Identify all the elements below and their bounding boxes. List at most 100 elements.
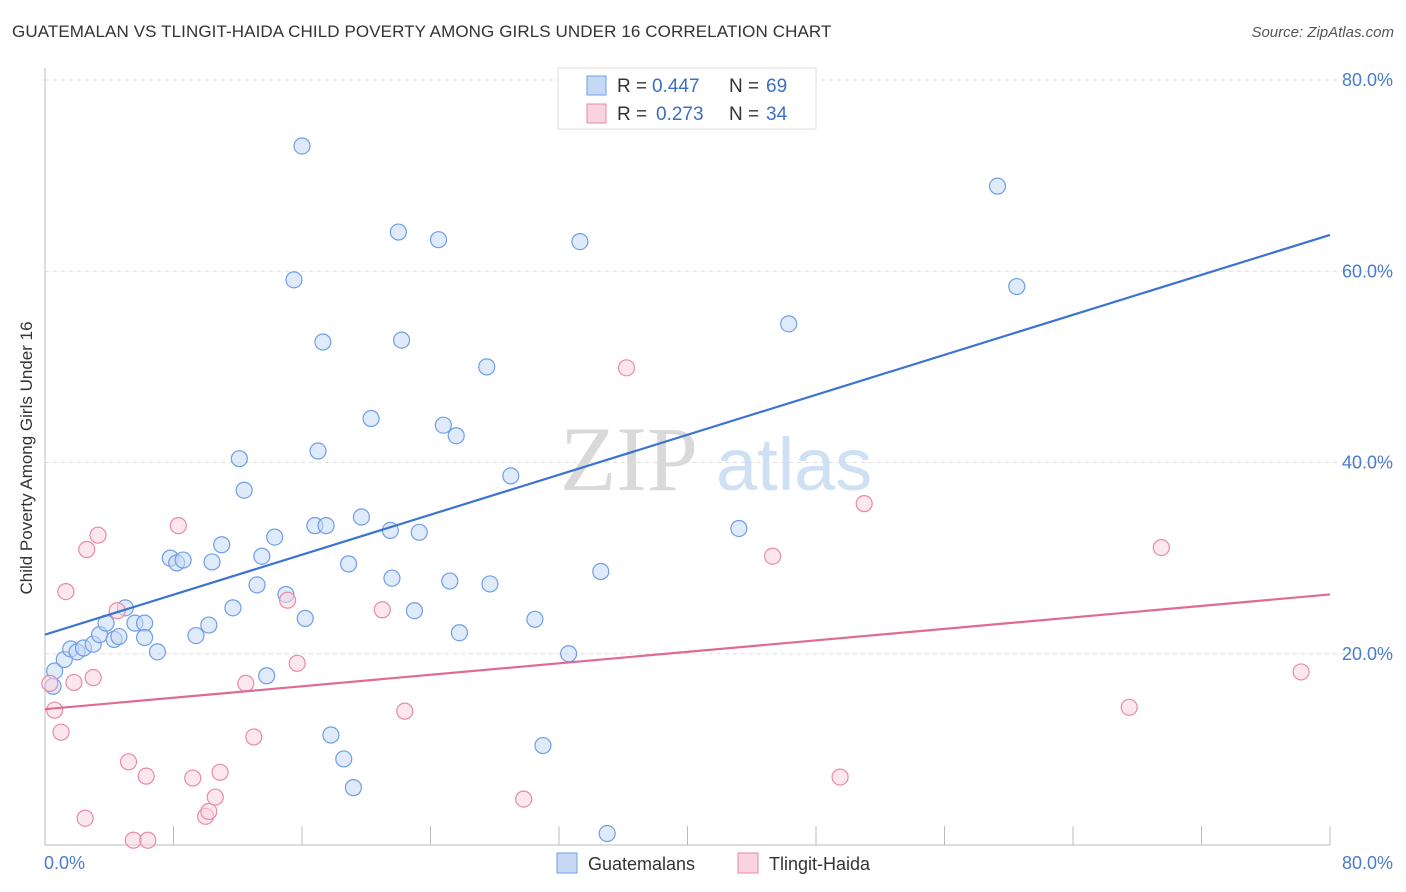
guatemalan-point — [200, 616, 218, 634]
y-tick-label: 80.0% — [1342, 70, 1393, 90]
guatemalan-point — [389, 223, 407, 241]
tlingit-haida-point — [137, 767, 155, 785]
y-tick-label: 40.0% — [1342, 453, 1393, 473]
y-tick-label: 60.0% — [1342, 261, 1393, 281]
tlingit-haida-point — [1292, 663, 1310, 681]
guatemalan-point — [135, 628, 154, 647]
tlingit-haida-point — [211, 763, 229, 781]
tlingit-haida-point — [52, 723, 70, 741]
guatemalan-point — [266, 528, 284, 546]
legend-top: R = 0.447 N = 69 R = 0.273 N = 34 — [557, 67, 817, 130]
guatemalan-point — [392, 331, 411, 349]
guatemalan-point — [429, 231, 448, 249]
guatemalan-point — [213, 536, 231, 554]
tlingit-haida-point — [124, 831, 142, 849]
guatemalan-point — [447, 427, 465, 445]
guatemalan-point — [560, 645, 578, 663]
bottom-legend-label-guatemalans: Guatemalans — [588, 854, 695, 874]
legend-n-value-1: 69 — [766, 76, 787, 97]
guatemalan-point — [224, 599, 242, 617]
bottom-legend-label-tlingit-haida: Tlingit-Haida — [769, 854, 871, 874]
legend-r-label-1: R = — [617, 76, 647, 97]
guatemalan-point — [352, 508, 371, 526]
tlingit-haida-point — [119, 753, 138, 771]
bottom-legend-swatch-tlingit-haida — [737, 852, 759, 874]
tlingit-haida-point — [288, 654, 306, 672]
x-tick-label: 80.0% — [1342, 853, 1393, 873]
guatemalan-point — [135, 614, 154, 632]
guatemalan-point — [248, 576, 266, 594]
tlingit-haida-point — [41, 674, 59, 692]
tlingit-haida-point — [184, 769, 202, 787]
guatemalan-point — [730, 519, 748, 538]
guatemalan-point — [203, 553, 221, 571]
guatemalan-trend-line — [44, 233, 1331, 636]
guatemalan-point — [285, 271, 303, 289]
guatemalan-point — [258, 667, 276, 685]
data-points — [41, 137, 1310, 849]
guatemalan-point — [481, 575, 499, 593]
guatemalan-point — [335, 750, 353, 768]
bottom-legend-swatch-guatemalans — [556, 852, 578, 874]
guatemalan-point — [780, 315, 798, 333]
guatemalan-point — [450, 624, 469, 642]
guatemalan-point — [322, 726, 340, 744]
legend-n-label-1: N = — [729, 76, 759, 97]
tlingit-haida-point — [169, 517, 187, 535]
tlingit-haida-point — [373, 601, 391, 619]
guatemalan-point — [526, 610, 544, 628]
guatemalan-point — [317, 517, 335, 535]
trend-lines — [44, 233, 1331, 711]
guatemalan-point — [988, 177, 1007, 195]
tlingit-haida-point — [831, 768, 849, 786]
tlingit-haida-point — [84, 669, 102, 687]
guatemalan-point — [434, 416, 452, 434]
guatemalan-point — [339, 555, 358, 573]
guatemalan-point — [502, 467, 520, 485]
tlingit-haida-point — [139, 831, 157, 849]
guatemalan-point — [148, 643, 167, 661]
watermark: ZIP atlas — [560, 408, 872, 510]
guatemalan-point — [383, 569, 401, 587]
guatemalan-point — [174, 551, 192, 569]
tlingit-haida-point — [237, 674, 255, 692]
tlingit-haida-point — [1152, 539, 1170, 557]
tlingit-haida-point — [206, 788, 224, 806]
tlingit-haida-point — [78, 540, 96, 559]
guatemalan-point — [110, 627, 128, 646]
y-tick-label: 20.0% — [1342, 644, 1393, 664]
tlingit-haida-point — [46, 701, 64, 719]
tlingit-haida-point — [65, 673, 83, 692]
legend-swatch-tlingit-haida — [586, 103, 607, 124]
guatemalan-point — [293, 137, 311, 155]
guatemalan-point — [362, 409, 380, 428]
tlingit-haida-trend-line — [44, 593, 1331, 711]
legend-r-value-1: 0.447 — [652, 76, 700, 97]
guatemalan-point — [571, 233, 589, 251]
axes — [44, 68, 1331, 846]
gridlines — [45, 79, 1392, 655]
tlingit-haida-point — [396, 702, 414, 720]
tlingit-haida-point — [617, 359, 636, 377]
x-tick-label: 0.0% — [44, 853, 85, 873]
watermark-atlas: atlas — [716, 423, 872, 506]
guatemalan-point — [309, 442, 327, 460]
guatemalan-point — [314, 333, 332, 351]
x-tick-labels: 0.0% 80.0% — [44, 853, 1393, 873]
guatemalan-point — [1008, 277, 1026, 296]
y-tick-labels: 20.0% 40.0% 60.0% 80.0% — [1342, 70, 1393, 664]
guatemalan-point — [592, 562, 610, 581]
tlingit-haida-point — [1120, 698, 1138, 716]
legend-swatch-guatemalans — [586, 75, 607, 96]
guatemalan-point — [478, 358, 496, 376]
guatemalan-point — [410, 523, 428, 541]
guatemalan-point — [253, 547, 271, 565]
tlingit-haida-point — [57, 582, 75, 601]
tlingit-haida-point — [89, 526, 107, 544]
tlingit-haida-point — [764, 547, 782, 565]
guatemalan-point — [534, 736, 552, 755]
tlingit-haida-point — [200, 802, 218, 821]
legend-r-label-2: R = — [617, 104, 647, 125]
guatemalan-point — [187, 626, 205, 645]
